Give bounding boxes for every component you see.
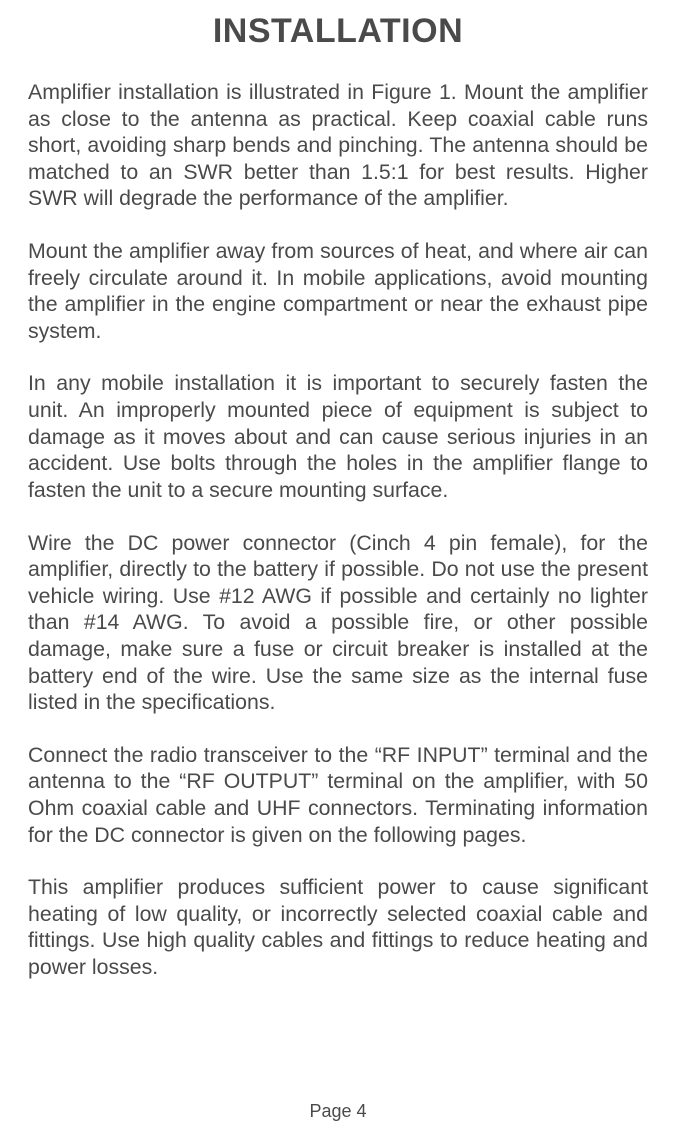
page-title: INSTALLATION [28, 12, 648, 51]
page-footer: Page 4 [0, 1101, 676, 1122]
paragraph: Connect the radio transceiver to the “RF… [28, 742, 648, 848]
paragraph: In any mobile installation it is importa… [28, 370, 648, 503]
paragraph: Wire the DC power connector (Cinch 4 pin… [28, 530, 648, 716]
paragraph: Amplifier installation is illustrated in… [28, 79, 648, 212]
paragraph: Mount the amplifier away from sources of… [28, 238, 648, 344]
paragraph: This amplifier produces sufficient power… [28, 874, 648, 980]
